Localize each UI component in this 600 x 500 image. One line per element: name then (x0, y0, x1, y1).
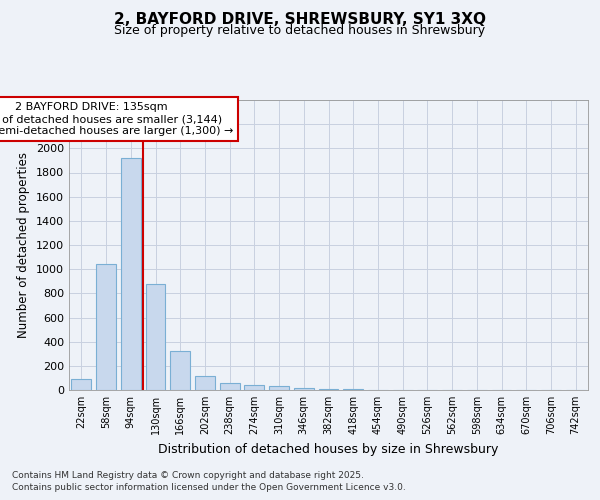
Bar (195, 376, 215, 390)
Text: 2, BAYFORD DRIVE, SHREWSBURY, SY1 3XQ: 2, BAYFORD DRIVE, SHREWSBURY, SY1 3XQ (114, 12, 486, 28)
Text: 2 BAYFORD DRIVE: 135sqm
← 70% of detached houses are smaller (3,144)
29% of semi: 2 BAYFORD DRIVE: 135sqm ← 70% of detache… (0, 102, 233, 136)
Text: Contains HM Land Registry data © Crown copyright and database right 2025.: Contains HM Land Registry data © Crown c… (12, 471, 364, 480)
Bar (269, 386, 289, 390)
Bar (343, 389, 363, 390)
Text: Size of property relative to detached houses in Shrewsbury: Size of property relative to detached ho… (115, 24, 485, 37)
Bar (170, 352, 190, 390)
Y-axis label: Number of detached properties: Number of detached properties (17, 152, 31, 338)
Bar (294, 388, 314, 390)
Bar (96, 264, 116, 390)
Bar (71, 379, 91, 390)
Bar (146, 284, 166, 390)
X-axis label: Distribution of detached houses by size in Shrewsbury: Distribution of detached houses by size … (158, 442, 499, 456)
Bar (220, 384, 239, 390)
Text: Contains public sector information licensed under the Open Government Licence v3: Contains public sector information licen… (12, 483, 406, 492)
Bar (319, 389, 338, 390)
Bar (244, 384, 264, 390)
Bar (121, 158, 140, 390)
